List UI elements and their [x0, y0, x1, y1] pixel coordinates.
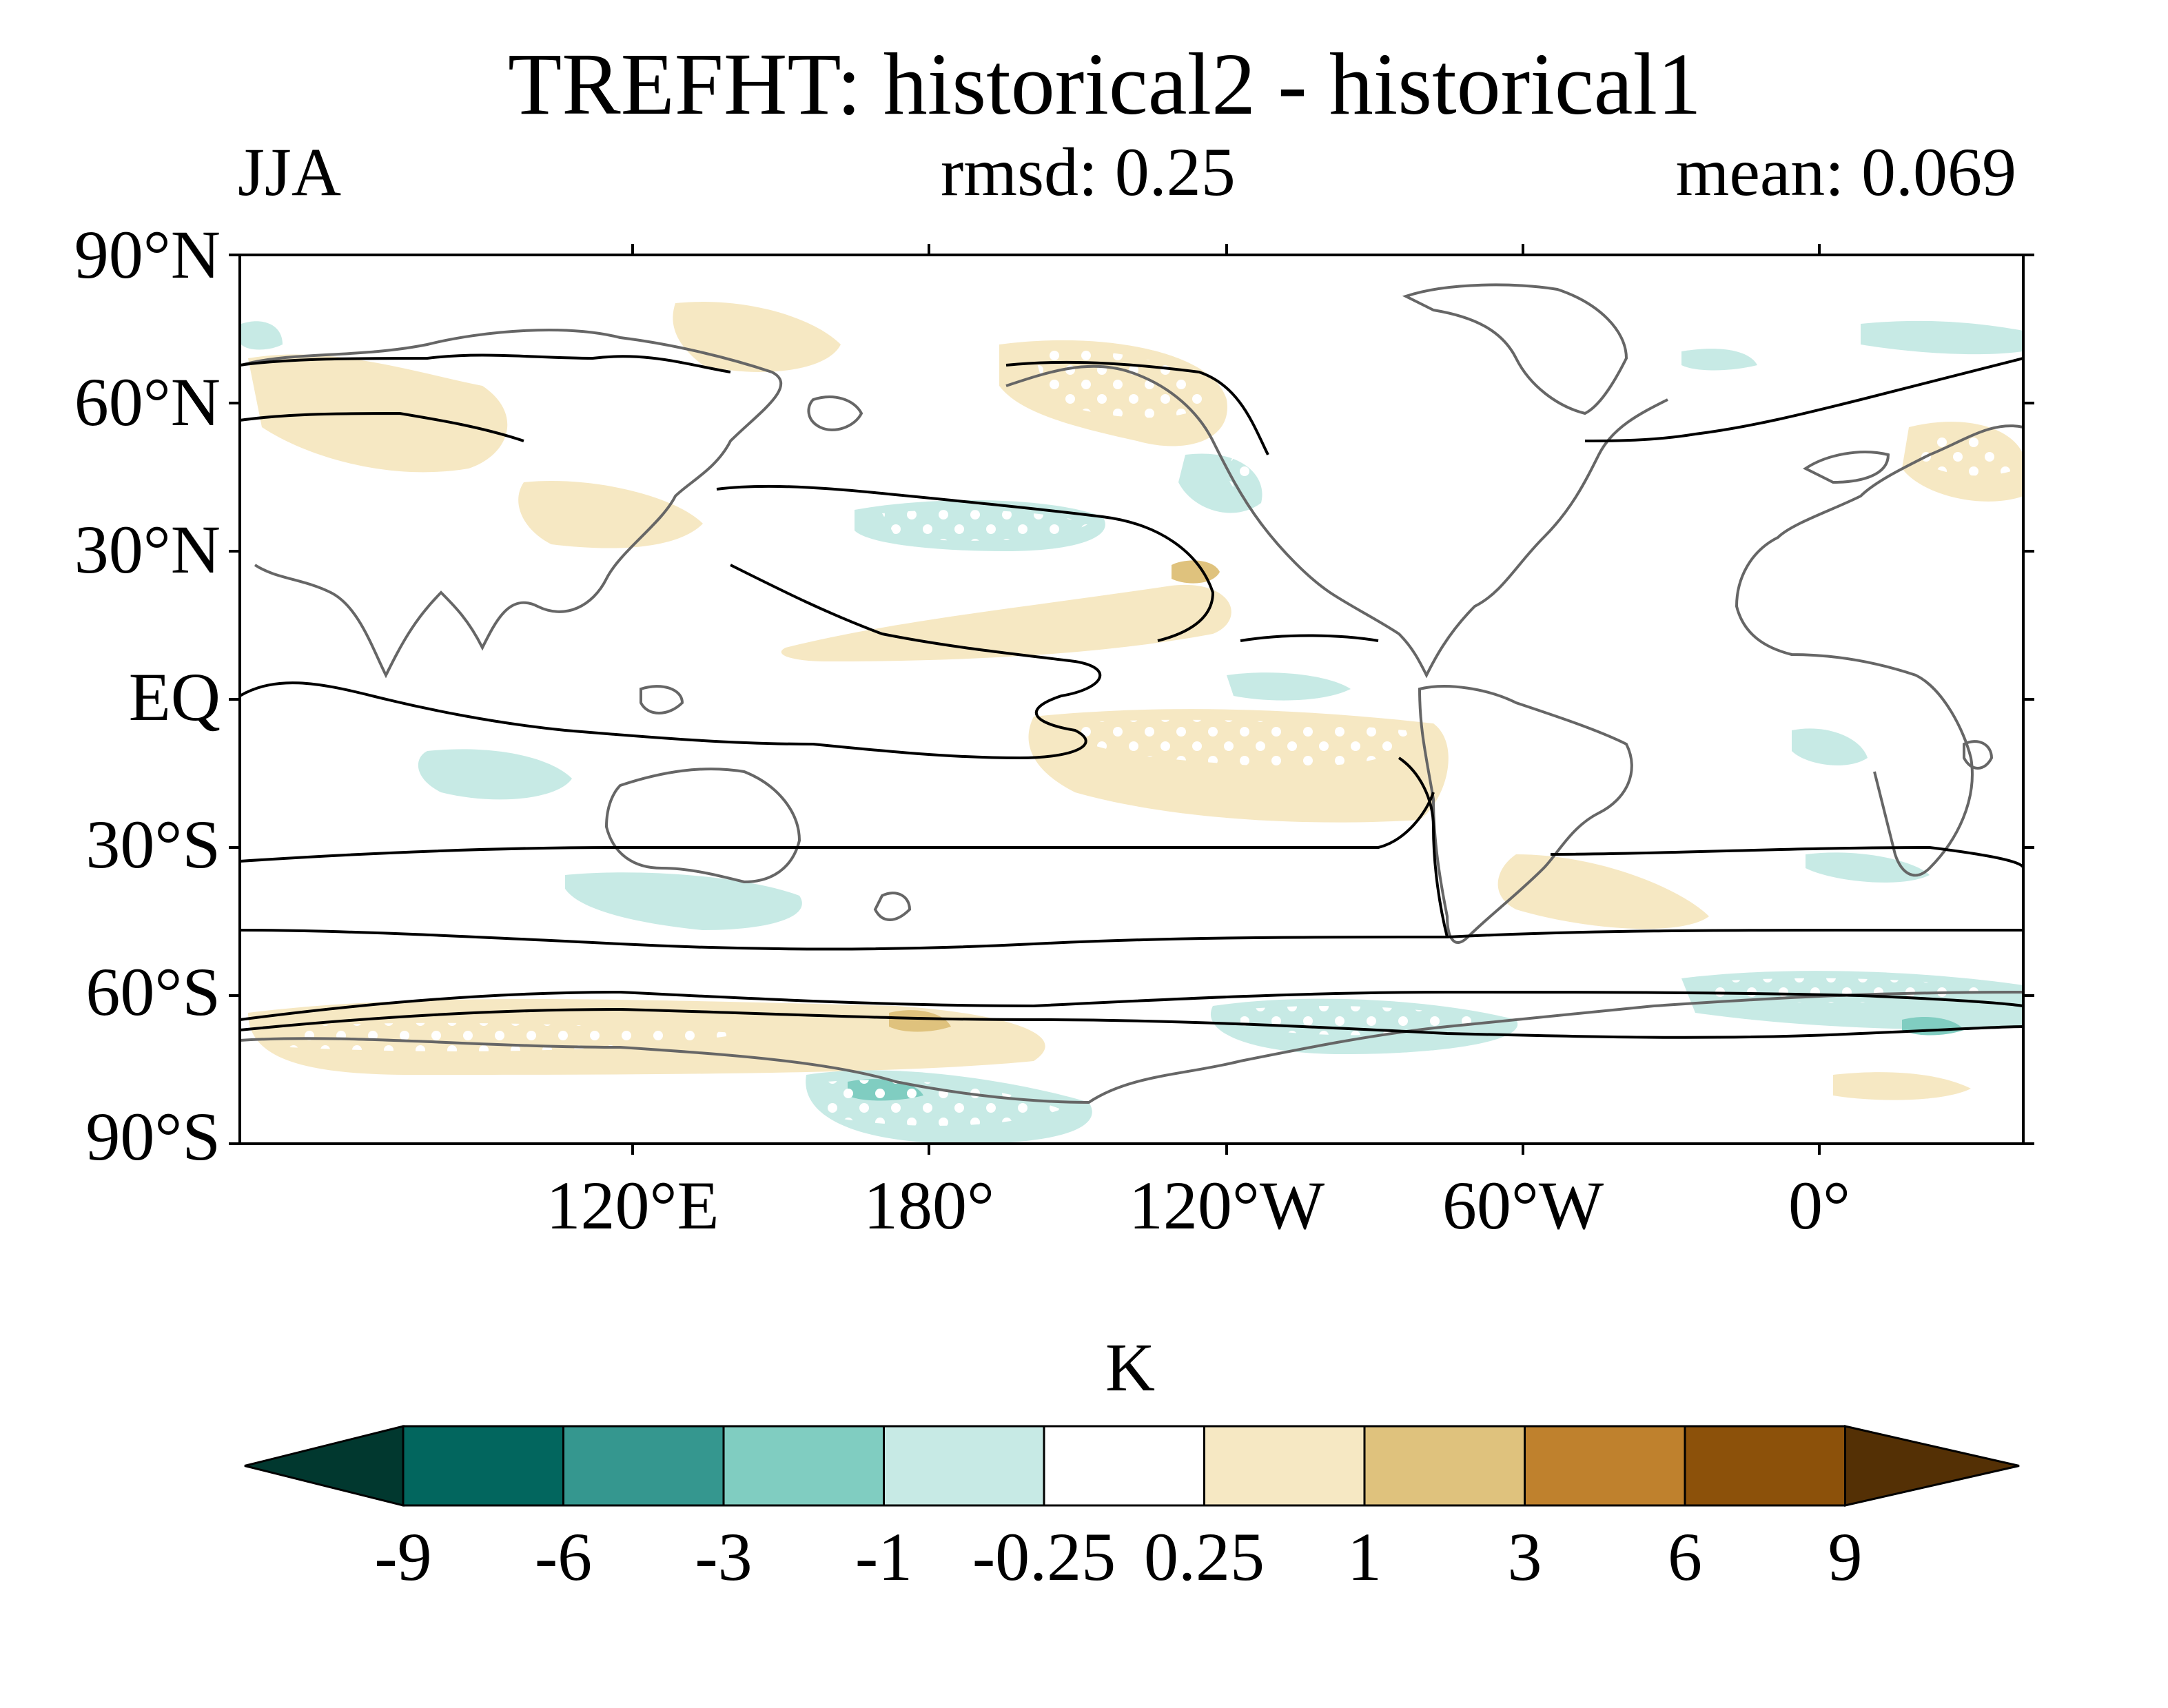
lat-label-30n: 30°N [74, 511, 221, 588]
colorbar-tick-label: -1 [855, 1519, 913, 1595]
colorbar-tick-label: -9 [374, 1519, 432, 1595]
mean-label: mean: 0.069 [1675, 134, 2016, 210]
colorbar-swatch [1203, 1425, 1366, 1507]
lat-label-eq: EQ [128, 659, 221, 735]
colorbar-tick-label: -0.25 [972, 1519, 1116, 1595]
coastlines [240, 283, 2023, 1104]
lat-label-90n: 90°N [74, 216, 221, 293]
colorbar-swatch [1363, 1425, 1526, 1507]
lon-label-120w: 120°W [1128, 1167, 1325, 1244]
lon-label-60w: 60°W [1442, 1167, 1604, 1244]
colorbar-tick-label: -6 [534, 1519, 593, 1595]
colorbar-tick-label: 3 [1507, 1519, 1542, 1595]
contour-lines [240, 353, 2023, 1039]
axis-ticks [229, 244, 2034, 1155]
map-panel [240, 255, 2023, 1144]
colorbar-swatch [1684, 1425, 1846, 1507]
lat-label-90s: 90°S [85, 1098, 221, 1175]
colorbar-swatch [402, 1425, 564, 1507]
colorbar-unit: K [1105, 1329, 1156, 1406]
colorbar-extend-low [244, 1425, 405, 1507]
rmsd-label: rmsd: 0.25 [941, 134, 1236, 210]
lat-label-30s: 30°S [85, 806, 221, 883]
colorbar-swatch [562, 1425, 725, 1507]
map-title: TREFHT: historical2 - historical1 [508, 35, 1701, 133]
colorbar-tick-label: 1 [1347, 1519, 1382, 1595]
lon-label-120e: 120°E [546, 1167, 719, 1244]
lon-label-180: 180° [863, 1167, 994, 1244]
colorbar-tick-label: 6 [1668, 1519, 1702, 1595]
colorbar-swatch [1524, 1425, 1686, 1507]
colorbar [244, 1425, 2020, 1507]
colorbar-extend-high [1844, 1425, 2020, 1507]
colorbar-swatch [883, 1425, 1045, 1507]
colorbar-swatch [1043, 1425, 1205, 1507]
lon-label-0: 0° [1788, 1167, 1850, 1244]
colorbar-tick-label: -3 [695, 1519, 753, 1595]
colorbar-tick-label: 9 [1828, 1519, 1863, 1595]
colorbar-swatch [722, 1425, 885, 1507]
lat-label-60s: 60°S [85, 954, 221, 1030]
season-label: JJA [238, 134, 342, 210]
colorbar-tick-label: 0.25 [1144, 1519, 1265, 1595]
significance-stippling [289, 350, 2019, 1126]
lat-label-60n: 60°N [74, 364, 221, 440]
